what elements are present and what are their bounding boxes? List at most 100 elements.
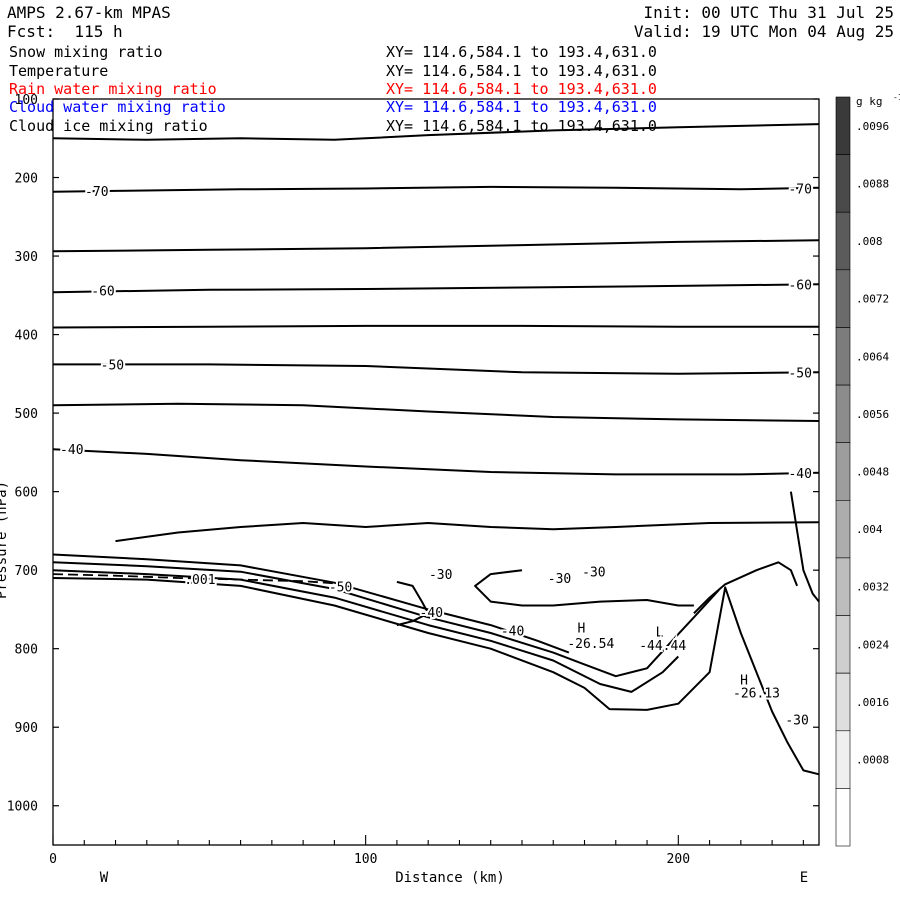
y-tick-label: 1000 — [7, 800, 38, 815]
east-label: E — [800, 870, 808, 886]
colorbar-swatch — [835, 615, 851, 674]
contour-label: -44.44 — [639, 639, 686, 654]
colorbar-swatch — [835, 557, 851, 616]
contour-labels: -70 -70 -60 -60 -50 -50 -40 -40 -30 -30 -30 -30 .001… — [58, 181, 814, 731]
contour-label: -40 — [501, 625, 524, 640]
contour-line — [52, 123, 820, 141]
field-xy: XY= 114.6,584.1 to 193.4,631.0 — [386, 117, 657, 135]
colorbar-swatch — [835, 327, 851, 386]
field-name: Rain water mixing ratio — [9, 80, 217, 98]
model-title: AMPS 2.67-km MPAS — [7, 3, 171, 22]
y-axis-label: Pressure (hPa) — [0, 481, 10, 599]
colorbar-swatch — [835, 730, 851, 789]
colorbar-swatch — [835, 96, 851, 155]
y-tick-label: 400 — [15, 329, 38, 344]
contour-label: -26.13 — [733, 687, 780, 702]
x-tick-label: 200 — [667, 852, 690, 867]
colorbar-tick-label: .0032 — [856, 581, 889, 594]
colorbar: .0096 .0088 .008 .0072 .0064 .0056 .0048 .004 .0… — [835, 93, 900, 847]
contour-label: -30 — [548, 572, 571, 587]
west-label: W — [100, 870, 109, 886]
field-xy: XY= 114.6,584.1 to 193.4,631.0 — [386, 80, 657, 98]
x-axis-label: Distance (km) — [395, 870, 505, 886]
contour-label: -50 — [329, 581, 352, 596]
isotherm-contours — [52, 123, 820, 776]
contour-label: -40 — [420, 606, 443, 621]
contour-label: H — [740, 673, 748, 688]
colorbar-swatch — [835, 499, 851, 559]
y-tick-label: 700 — [15, 564, 38, 579]
contour-line — [396, 580, 430, 627]
colorbar-tick-label: .0024 — [856, 638, 889, 651]
field-xy: XY= 114.6,584.1 to 193.4,631.0 — [386, 43, 657, 61]
init-time: Init: 00 UTC Thu 31 Jul 25 — [643, 3, 894, 22]
contour-label: H — [577, 622, 585, 637]
contour-label: L — [656, 625, 664, 640]
contour-label: -40 — [788, 467, 811, 482]
colorbar-tick-label: .0088 — [856, 177, 889, 190]
colorbar-unit: g kg — [856, 95, 883, 108]
contour-line — [52, 283, 820, 294]
field-xy: XY= 114.6,584.1 to 193.4,631.0 — [386, 98, 657, 116]
field-xy: XY= 114.6,584.1 to 193.4,631.0 — [386, 62, 657, 80]
colorbar-swatch — [835, 384, 851, 444]
contour-label: -30 — [785, 713, 808, 728]
x-tick-label: 100 — [354, 852, 377, 867]
contour-line — [52, 561, 720, 678]
field-name: Cloud ice mixing ratio — [9, 117, 208, 135]
contour-label: -60 — [91, 285, 114, 300]
colorbar-swatch — [835, 269, 851, 328]
contour-label: -26.54 — [567, 637, 614, 652]
contour-line — [52, 324, 819, 329]
y-tick-label: 800 — [15, 643, 38, 658]
colorbar-swatch — [835, 442, 851, 501]
field-name: Temperature — [9, 62, 109, 80]
forecast-hour: Fcst: 115 h — [7, 22, 123, 41]
contour-line — [693, 561, 799, 615]
colorbar-tick-label: .0048 — [856, 466, 889, 479]
x-tick-label: 0 — [49, 852, 57, 867]
contour-label: -70 — [85, 185, 108, 200]
y-tick-label: 300 — [15, 250, 38, 265]
contour-label: -30 — [582, 566, 605, 581]
y-tick-label: 600 — [15, 486, 38, 501]
contour-line — [789, 491, 820, 603]
valid-time: Valid: 19 UTC Mon 04 Aug 25 — [633, 22, 894, 41]
y-tick-label: 200 — [15, 172, 38, 187]
contour-line — [52, 553, 570, 654]
contour-line — [53, 363, 820, 375]
contour-label: -70 — [788, 183, 811, 198]
contour-line — [474, 569, 694, 607]
colorbar-tick-label: .004 — [856, 523, 883, 536]
colorbar-swatch — [835, 211, 851, 271]
colorbar-swatch — [835, 788, 851, 847]
contour-label: -40 — [60, 443, 83, 458]
colorbar-swatch — [835, 154, 851, 213]
contour-line — [52, 185, 820, 193]
axes: 100 200 300 400 500 600 700 800 900 1000 0 100 200 — [7, 93, 819, 867]
y-tick-label: 500 — [15, 407, 38, 422]
colorbar-tick-label: .0064 — [856, 350, 889, 363]
colorbar-swatch — [835, 672, 851, 732]
colorbar-unit-exponent: -1 — [893, 93, 900, 102]
y-tick-label: 100 — [15, 93, 38, 108]
contour-label: -50 — [788, 366, 811, 381]
contour-label: -30 — [429, 568, 452, 583]
contour-label: -50 — [101, 358, 124, 373]
colorbar-tick-label: .0056 — [856, 408, 889, 421]
mixing-ratio-contour — [52, 573, 351, 586]
contour-line — [52, 577, 820, 776]
y-tick-label: 900 — [15, 721, 38, 736]
contour-line — [115, 521, 820, 543]
colorbar-tick-label: .008 — [856, 235, 883, 248]
field-name: Snow mixing ratio — [9, 43, 163, 61]
colorbar-tick-label: .0008 — [856, 754, 889, 767]
colorbar-tick-label: .0096 — [856, 120, 889, 133]
contour-line — [52, 239, 820, 253]
colorbar-tick-label: .0016 — [856, 696, 889, 709]
contour-line — [52, 402, 820, 422]
field-name: Cloud water mixing ratio — [9, 98, 226, 116]
contour-line — [52, 448, 820, 476]
contour-line — [52, 569, 680, 693]
